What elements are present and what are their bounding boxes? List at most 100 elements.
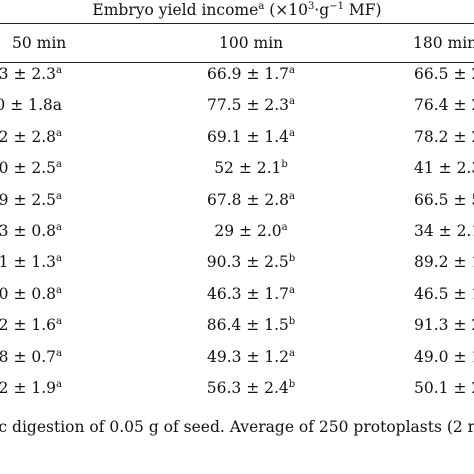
cell-value: 69.2 ± 2.8	[0, 127, 57, 146]
table-cell: 89.2 ± 1.8	[414, 251, 474, 273]
cell-superscript: b	[288, 378, 296, 390]
title-superscript: a	[258, 0, 265, 12]
table-cell: 49.3 ± 1.2a	[195, 346, 307, 368]
table-cell: 79.2 ± 1.6a	[0, 314, 62, 336]
table-row: 30 ± 2.5a 52 ± 2.1b 41 ± 2.3	[0, 157, 474, 185]
cell-value: 67.8 ± 2.8	[207, 190, 290, 209]
cell-value: 76.4 ± 2.6	[414, 96, 474, 115]
cell-value: 52 ± 2.1	[214, 159, 282, 178]
cell-superscript: a	[56, 190, 62, 202]
table-cell: 91.3 ± 2.6	[414, 314, 474, 336]
table-cell: 77.5 ± 2.3a	[195, 94, 307, 116]
cell-value: 36.0 ± 0.8	[0, 284, 57, 303]
table-cell: 78.2 ± 2.2	[414, 126, 474, 148]
cell-value: 69.1 ± 1.4	[207, 127, 290, 146]
cell-value: 91.3 ± 2.6	[414, 316, 474, 335]
table-row: 77.1 ± 1.3a 90.3 ± 2.5b 89.2 ± 1.8	[0, 251, 474, 279]
cell-value: 79.2 ± 1.6	[0, 316, 57, 335]
cell-value: 33 ± 0.8	[0, 222, 57, 240]
table-cell: 66.5 ± 5.2	[414, 189, 474, 211]
cell-superscript: b	[288, 253, 296, 265]
cell-superscript: a	[56, 253, 62, 265]
table-cell: 66.5 ± 2.9	[414, 63, 474, 85]
cell-superscript: a	[56, 378, 62, 390]
cell-superscript: b	[288, 316, 296, 328]
cell-value: 46.3 ± 1.7	[207, 284, 290, 303]
cell-value: 69.0 ± 1.8a	[0, 96, 62, 115]
cell-superscript: a	[56, 221, 62, 233]
cell-value: 77.1 ± 1.3	[0, 253, 57, 272]
top-rule	[0, 23, 474, 24]
table-cell: 65.3 ± 2.3a	[0, 63, 62, 85]
cell-superscript: a	[289, 284, 295, 296]
cell-superscript: a	[281, 221, 288, 233]
table-row: 69.0 ± 1.8a 77.5 ± 2.3a 76.4 ± 2.6	[0, 94, 474, 122]
cell-superscript: a	[56, 159, 62, 171]
table-cell: 30 ± 2.5a	[0, 157, 62, 179]
title-text: Embryo yield income	[92, 1, 259, 19]
table-cell: 49.0 ± 1.9	[414, 346, 474, 368]
table-title: Embryo yield incomea (×103·g−1 MF)	[0, 0, 474, 20]
title-unit-open: (×10	[264, 1, 308, 19]
cell-value: 46.5 ± 1.9	[414, 284, 474, 303]
cell-superscript: a	[289, 347, 295, 359]
cell-superscript: a	[289, 96, 295, 108]
cell-value: 41 ± 2.3	[414, 159, 474, 178]
cell-superscript: a	[289, 64, 295, 76]
header-50-min: 50 min	[12, 34, 67, 52]
table-cell: 46.5 ± 1.9	[414, 283, 474, 305]
table-cell: 69.1 ± 1.4a	[195, 126, 307, 148]
cell-superscript: a	[56, 64, 62, 76]
table-cell: 69.0 ± 1.8a	[0, 94, 62, 116]
table-cell: 66.9 ± 1.7a	[195, 63, 307, 85]
cell-value: 46.8 ± 0.7	[0, 347, 57, 366]
table-cell: 36.0 ± 0.8a	[0, 283, 62, 305]
cell-superscript: b	[281, 159, 288, 171]
cell-superscript: a	[56, 284, 62, 296]
table-cell: 34 ± 2.1	[414, 220, 474, 242]
cell-superscript: a	[289, 190, 295, 202]
table-footnote: atic digestion of 0.05 g of seed. Averag…	[0, 418, 474, 436]
table-cell: 29 ± 2.0a	[195, 220, 307, 242]
header-180-min: 180 min	[413, 34, 474, 52]
cell-value: 65.3 ± 2.3	[0, 65, 57, 83]
cell-superscript: a	[56, 347, 62, 359]
title-unit-exponent: 3	[307, 0, 315, 12]
table-row: 45.2 ± 1.9a 56.3 ± 2.4b 50.1 ± 2.0	[0, 377, 474, 405]
header-100-min: 100 min	[219, 34, 284, 52]
cell-value: 78.2 ± 2.2	[414, 127, 474, 146]
cell-value: 56.3 ± 2.4	[206, 379, 289, 397]
header-rule	[0, 62, 474, 63]
cell-value: 29 ± 2.0	[214, 222, 282, 240]
table-cell: 68.9 ± 2.5a	[0, 189, 62, 211]
table-cell: 76.4 ± 2.6	[414, 94, 474, 116]
cell-superscript: a	[56, 127, 62, 139]
table-cell: 69.2 ± 2.8a	[0, 126, 62, 148]
table-cell: 86.4 ± 1.5b	[195, 314, 307, 336]
table-cell: 33 ± 0.8a	[0, 220, 62, 242]
cell-value: 30 ± 2.5	[0, 159, 57, 178]
table-cell: 90.3 ± 2.5b	[195, 251, 307, 273]
table-cell: 56.3 ± 2.4b	[195, 377, 307, 399]
cell-value: 50.1 ± 2.0	[414, 379, 474, 397]
table-row: 79.2 ± 1.6a 86.4 ± 1.5b 91.3 ± 2.6	[0, 314, 474, 342]
title-unit-exponent-2: −1	[329, 0, 344, 12]
cell-value: 90.3 ± 2.5	[206, 253, 289, 272]
cell-value: 66.9 ± 1.7	[207, 65, 290, 83]
cell-value: 49.0 ± 1.9	[414, 347, 474, 366]
table-cell: 46.3 ± 1.7a	[195, 283, 307, 305]
cell-value: 89.2 ± 1.8	[414, 253, 474, 272]
table-cell: 52 ± 2.1b	[195, 157, 307, 179]
table-cell: 67.8 ± 2.8a	[195, 189, 307, 211]
cell-value: 77.5 ± 2.3	[207, 96, 290, 115]
cell-value: 66.5 ± 5.2	[414, 190, 474, 209]
title-unit-mid: ·g	[314, 1, 330, 19]
table-cell: 77.1 ± 1.3a	[0, 251, 62, 273]
cell-value: 45.2 ± 1.9	[0, 379, 57, 397]
